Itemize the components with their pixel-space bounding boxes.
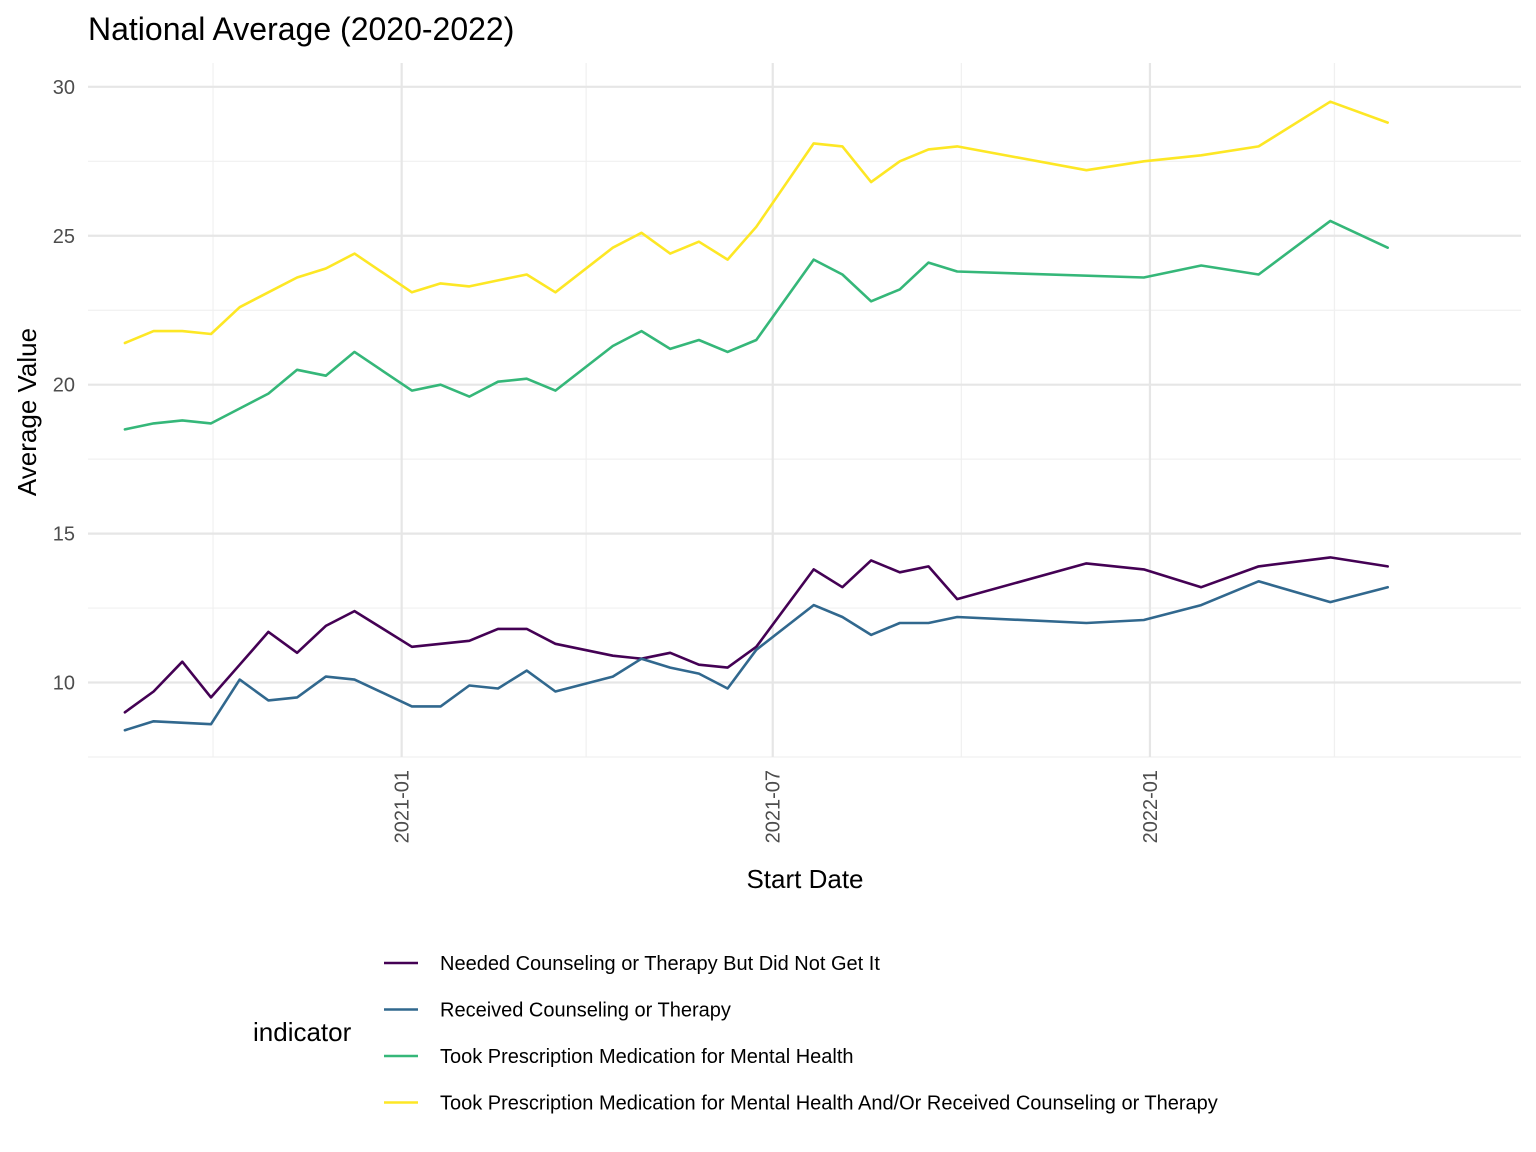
x-tick-label: 2021-01 [392,770,414,843]
series-lines [123,100,1389,732]
series-line [123,556,1389,714]
legend-label: Took Prescription Medication for Mental … [440,1046,854,1068]
legend-label: Needed Counseling or Therapy But Did Not… [440,953,880,975]
y-tick-label: 20 [53,375,75,397]
minor-gridlines-y [88,160,1521,758]
x-tick-label: 2021-07 [763,770,785,843]
legend: indicator Needed Counseling or Therapy B… [253,953,1218,1115]
series-line [123,580,1389,732]
y-tick-label: 15 [53,524,75,546]
minor-gridlines-x [212,63,1336,757]
y-tick-label: 30 [53,77,75,99]
y-tick-label: 10 [53,673,75,695]
legend-title: indicator [253,1017,352,1047]
series-line [123,100,1389,345]
major-gridlines-x [400,63,1152,757]
y-axis-title: Average Value [12,328,42,496]
x-tick-label: 2022-01 [1140,770,1162,843]
x-axis-tick-labels: 2021-01 2021-07 2022-01 [392,770,1162,843]
y-tick-label: 25 [53,226,75,248]
legend-label: Took Prescription Medication for Mental … [440,1093,1218,1115]
legend-label: Received Counseling or Therapy [440,1000,731,1022]
x-axis-title: Start Date [746,864,863,894]
chart-title: National Average (2020-2022) [88,11,514,47]
legend-items: Needed Counseling or Therapy But Did Not… [384,953,1218,1115]
series-line [123,219,1389,431]
major-gridlines-y [88,85,1521,684]
y-axis-tick-labels: 10 15 20 25 30 [53,77,75,695]
